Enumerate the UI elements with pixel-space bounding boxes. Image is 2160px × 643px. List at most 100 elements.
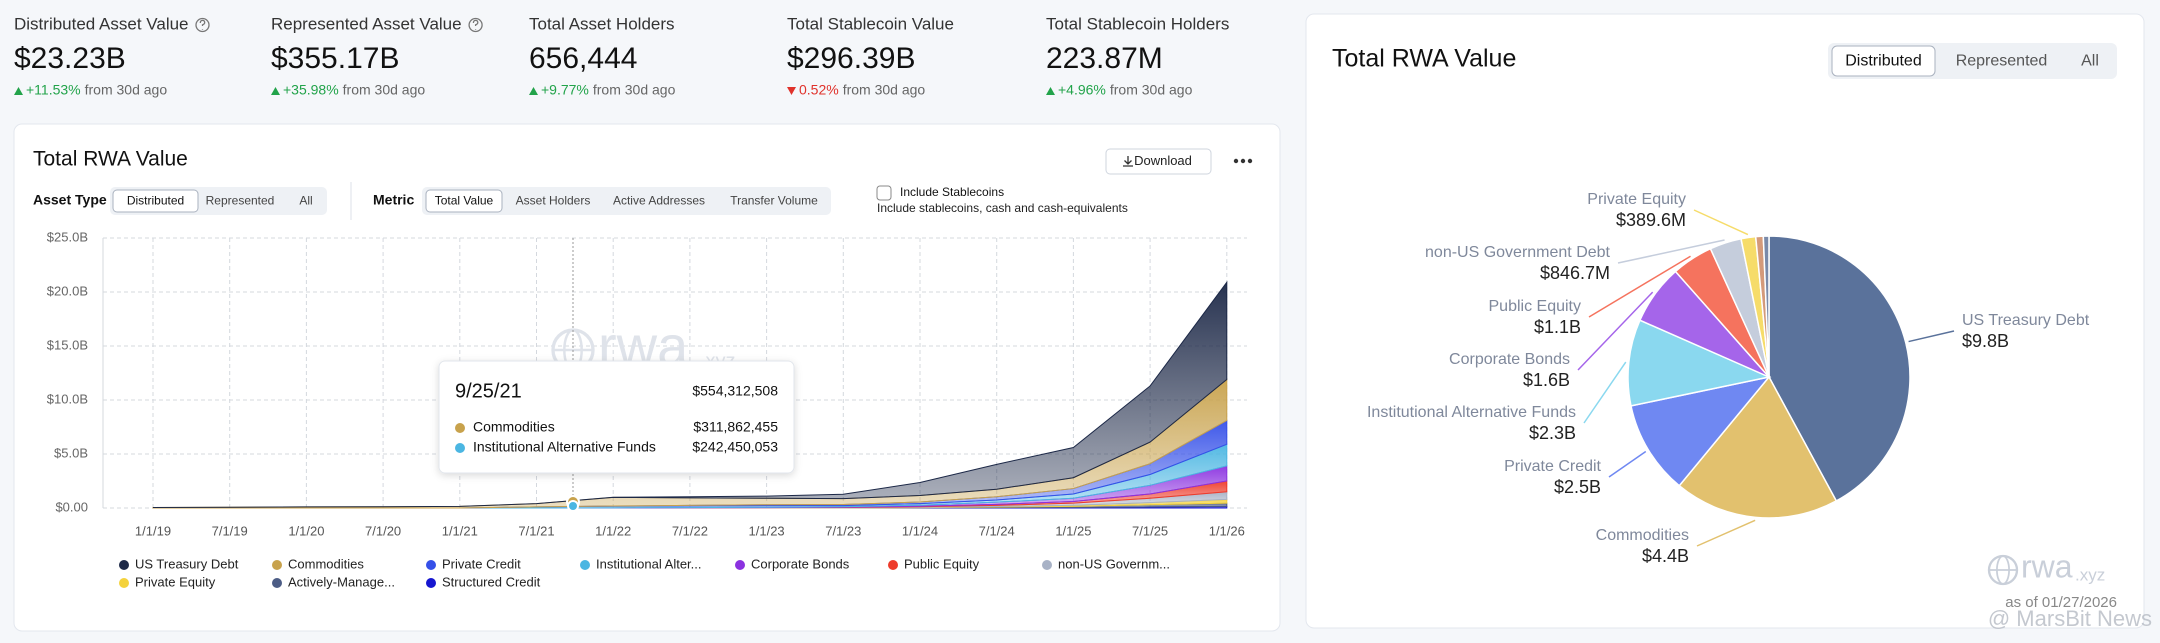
leader-line [1583, 361, 1627, 424]
watermark-text: rwa [2021, 548, 2073, 584]
stat-suffix: from 30d ago [343, 82, 426, 98]
download-bg[interactable] [1105, 148, 1212, 175]
leader-line [1696, 519, 1756, 547]
area-series [152, 280, 1228, 508]
stat-change: +4.96% [1058, 82, 1106, 98]
pie-slice[interactable] [1762, 235, 1770, 378]
segment-option[interactable]: Represented [206, 194, 275, 208]
stat-suffix: from 30d ago [1110, 82, 1193, 98]
download-button[interactable]: Download [1105, 148, 1212, 175]
x-tick-label: 1/1/24 [902, 523, 938, 538]
pie-label: Public Equity [1489, 298, 1582, 315]
pie-title: Total RWA Value [1332, 45, 1516, 73]
y-tick-label: $20.0B [47, 283, 88, 298]
legend-label[interactable]: Private Credit [442, 556, 521, 571]
legend-label[interactable]: Public Equity [904, 556, 980, 571]
pie-value-label: $846.7M [1540, 263, 1610, 283]
legend-label[interactable]: Corporate Bonds [751, 556, 850, 571]
x-tick-label: 1/1/22 [595, 523, 631, 538]
legend-dot [272, 560, 282, 570]
checkbox-label[interactable]: Include Stablecoins [900, 185, 1004, 199]
control-label: Metric [373, 192, 414, 208]
segment-option[interactable]: Distributed [127, 194, 184, 208]
stat-change: +35.98% [283, 82, 339, 98]
stat-value: $296.39B [787, 42, 915, 75]
x-tick-label: 7/1/24 [979, 523, 1015, 538]
legend-label[interactable]: Commodities [288, 556, 364, 571]
pie-slice[interactable] [1678, 375, 1838, 519]
leader-line [1608, 450, 1647, 478]
pie-label: Commodities [1596, 527, 1689, 544]
tab-selected[interactable] [1831, 45, 1936, 77]
info-icon [195, 17, 210, 33]
tooltip-dot [455, 443, 465, 453]
legend-dot [272, 578, 282, 588]
tab[interactable]: All [2081, 53, 2099, 70]
legend-dot [119, 578, 129, 588]
pie-label: Corporate Bonds [1449, 351, 1570, 368]
tooltip-value: $242,450,053 [692, 439, 778, 455]
more-dot[interactable] [1247, 158, 1253, 164]
x-tick-label: 7/1/20 [365, 523, 401, 538]
pie-slice[interactable] [1768, 235, 1911, 502]
info-circle [468, 17, 483, 33]
stat-suffix: from 30d ago [593, 82, 676, 98]
segment-option[interactable]: All [299, 194, 312, 208]
change-arrow [14, 87, 23, 95]
legend-dot [888, 560, 898, 570]
change-arrow [1046, 87, 1055, 95]
stat-value: 656,444 [529, 42, 637, 75]
x-tick-label: 1/1/20 [288, 523, 324, 538]
legend-label[interactable]: Structured Credit [442, 574, 541, 589]
segment-option[interactable]: Transfer Volume [730, 194, 818, 208]
legend-label[interactable]: non-US Governm... [1058, 556, 1170, 571]
info-question [472, 19, 479, 30]
leader-line [1588, 255, 1691, 318]
x-tick-label: 1/1/21 [442, 523, 478, 538]
overlay-watermark: @ MarsBit News [1988, 606, 2152, 631]
legend-label[interactable]: Private Equity [135, 574, 216, 589]
stat-label: Total Asset Holders [529, 14, 675, 33]
download-label[interactable]: Download [1134, 153, 1192, 168]
segment-option[interactable]: Active Addresses [613, 194, 705, 208]
more-dot[interactable] [1233, 158, 1239, 164]
legend-dot [735, 560, 745, 570]
legend-dot [1042, 560, 1052, 570]
chart-title: Total RWA Value [33, 148, 188, 171]
segment-selected[interactable] [112, 189, 199, 213]
y-tick-label: $15.0B [47, 337, 88, 352]
more-button[interactable] [1233, 158, 1253, 164]
legend-label[interactable]: US Treasury Debt [135, 556, 239, 571]
y-tick-label: $10.0B [47, 391, 88, 406]
change-arrow [787, 87, 796, 95]
stat-value: $355.17B [271, 42, 399, 75]
tooltip-name: Commodities [473, 419, 555, 435]
pie-slice[interactable] [1627, 319, 1772, 407]
download-icon[interactable] [1123, 156, 1133, 167]
tab[interactable]: Distributed [1845, 53, 1921, 70]
segment-option[interactable]: Asset Holders [516, 194, 591, 208]
hover-point [567, 500, 579, 512]
tab[interactable]: Represented [1956, 53, 2048, 70]
pie-slice[interactable] [1630, 375, 1771, 487]
leader-line [1693, 209, 1749, 236]
legend-label[interactable]: Actively-Manage... [288, 574, 395, 589]
tooltip-value: $311,862,455 [693, 419, 778, 435]
info-question [199, 19, 206, 30]
stat-label: Distributed Asset Value [14, 14, 189, 33]
stat-value: $23.23B [14, 42, 126, 75]
change-arrow [529, 87, 538, 95]
legend-label[interactable]: Institutional Alter... [596, 556, 702, 571]
checkbox-note: Include stablecoins, cash and cash-equiv… [877, 201, 1128, 215]
segment-option[interactable]: Total Value [435, 194, 494, 208]
x-tick-label: 7/1/25 [1132, 523, 1168, 538]
pie-label: Private Equity [1587, 191, 1686, 208]
more-dot[interactable] [1240, 158, 1246, 164]
stat-change: +9.77% [541, 82, 589, 98]
segment-selected[interactable] [425, 189, 503, 213]
leader-line [1908, 330, 1955, 343]
checkbox[interactable] [876, 185, 892, 201]
tooltip-box [438, 360, 795, 474]
